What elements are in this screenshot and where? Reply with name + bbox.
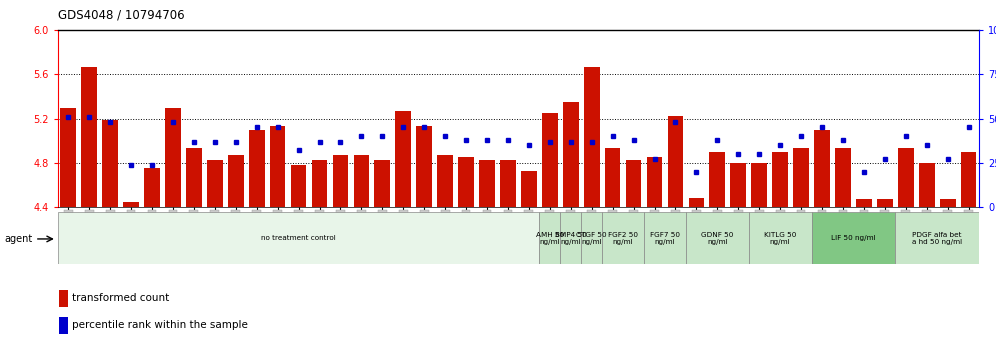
Bar	[58, 212, 540, 264]
Bar	[835, 148, 851, 207]
Bar	[686, 212, 749, 264]
Text: no treatment control: no treatment control	[261, 235, 336, 241]
Bar	[584, 67, 600, 207]
Bar	[59, 317, 68, 334]
Bar	[814, 130, 830, 207]
Bar	[856, 199, 872, 207]
Bar	[730, 163, 746, 207]
Bar	[561, 212, 582, 264]
Bar	[812, 212, 895, 264]
Bar	[605, 148, 621, 207]
Bar	[749, 212, 812, 264]
Bar	[625, 160, 641, 207]
Bar	[940, 199, 955, 207]
Bar	[877, 199, 892, 207]
Bar	[333, 155, 349, 207]
Bar	[312, 160, 328, 207]
Text: GDS4048 / 10794706: GDS4048 / 10794706	[58, 9, 184, 22]
Bar	[479, 160, 495, 207]
Bar	[521, 171, 537, 207]
Text: percentile rank within the sample: percentile rank within the sample	[72, 320, 248, 330]
Bar	[667, 116, 683, 207]
Text: FGF7 50
ng/ml: FGF7 50 ng/ml	[650, 232, 680, 245]
Text: AMH 50
ng/ml: AMH 50 ng/ml	[536, 232, 564, 245]
Bar	[354, 155, 370, 207]
Bar	[61, 108, 76, 207]
Text: GDNF 50
ng/ml: GDNF 50 ng/ml	[701, 232, 733, 245]
Bar	[458, 157, 474, 207]
Bar	[540, 212, 561, 264]
Bar	[374, 160, 390, 207]
Bar	[751, 163, 767, 207]
Bar	[500, 160, 516, 207]
Bar	[582, 212, 603, 264]
Bar	[270, 126, 286, 207]
Bar	[542, 113, 558, 207]
Text: agent: agent	[4, 234, 32, 244]
Bar	[772, 152, 788, 207]
Text: BMP4 50
ng/ml: BMP4 50 ng/ml	[555, 232, 587, 245]
Bar	[59, 290, 68, 307]
Bar	[124, 201, 138, 207]
Bar	[919, 163, 934, 207]
Bar	[144, 169, 159, 207]
Text: FGF2 50
ng/ml: FGF2 50 ng/ml	[609, 232, 638, 245]
Bar	[249, 130, 265, 207]
Bar	[291, 165, 307, 207]
Bar	[228, 155, 244, 207]
Text: transformed count: transformed count	[72, 293, 169, 303]
Bar	[644, 212, 686, 264]
Text: KITLG 50
ng/ml: KITLG 50 ng/ml	[764, 232, 797, 245]
Text: LIF 50 ng/ml: LIF 50 ng/ml	[831, 235, 875, 241]
Bar	[709, 152, 725, 207]
Text: PDGF alfa bet
a hd 50 ng/ml: PDGF alfa bet a hd 50 ng/ml	[912, 232, 962, 245]
Bar	[793, 148, 809, 207]
Bar	[103, 120, 118, 207]
Text: CTGF 50
ng/ml: CTGF 50 ng/ml	[577, 232, 607, 245]
Bar	[186, 148, 202, 207]
Bar	[207, 160, 223, 207]
Bar	[563, 102, 579, 207]
Bar	[416, 126, 432, 207]
Bar	[437, 155, 453, 207]
Bar	[688, 198, 704, 207]
Bar	[395, 111, 411, 207]
Bar	[646, 157, 662, 207]
Bar	[82, 67, 97, 207]
Bar	[165, 108, 181, 207]
Bar	[961, 152, 976, 207]
Bar	[898, 148, 913, 207]
Bar	[603, 212, 644, 264]
Bar	[895, 212, 979, 264]
